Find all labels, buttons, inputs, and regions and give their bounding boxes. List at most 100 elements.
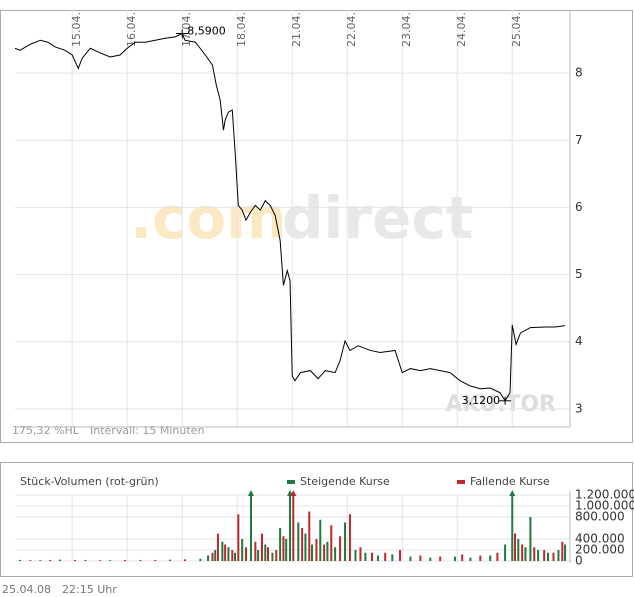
volume-bar: [409, 556, 412, 561]
annotation-label: 8,5900: [187, 25, 226, 38]
volume-bar: [359, 547, 362, 561]
x-tick-label: 17.04.: [180, 12, 193, 47]
footer-date: 25.04.08: [2, 583, 51, 596]
volume-bar: [537, 550, 540, 561]
y-tick-label: 8: [575, 66, 583, 80]
volume-bar: [311, 544, 314, 561]
watermark-com: .com: [130, 184, 287, 252]
volume-bar: [211, 552, 214, 561]
volume-bar: [521, 544, 524, 561]
volume-bars: [18, 494, 567, 561]
volume-bar: [399, 550, 402, 561]
volume-bar: [139, 559, 142, 561]
x-tick-label: 16.04.: [125, 12, 138, 47]
volume-bar: [231, 550, 234, 561]
y-tick-label: 4: [575, 334, 583, 348]
y-tick-label: 400.000: [575, 532, 625, 546]
y-tick-label: 7: [575, 133, 583, 147]
volume-bar: [254, 541, 257, 561]
volume-bar: [109, 560, 112, 561]
overflow-arrow: [509, 490, 516, 496]
volume-bar: [304, 533, 307, 561]
volume-bar: [561, 541, 564, 561]
volume-bar: [39, 560, 42, 561]
volume-bar: [344, 522, 347, 561]
volume-bar: [529, 517, 532, 561]
legend-swatch: [287, 480, 295, 484]
annotation-label: 3,1200: [462, 394, 501, 407]
volume-bar: [391, 554, 394, 561]
symbol-watermark: AKU.TOR: [445, 392, 556, 417]
volume-bar: [214, 550, 217, 561]
volume-bar: [245, 547, 248, 561]
volume-bar: [249, 494, 252, 561]
volume-bar: [292, 494, 295, 561]
volume-bar: [384, 552, 387, 561]
volume-bar: [227, 547, 230, 561]
volume-bar: [285, 539, 288, 561]
volume-bar: [199, 558, 202, 561]
volume-bar: [546, 552, 549, 561]
interval-note: Intervall: 15 Minuten: [90, 424, 204, 437]
volume-bar: [289, 494, 292, 561]
overflow-arrow: [290, 490, 297, 496]
x-tick-label: 22.04.: [345, 12, 358, 47]
legend-label: Steigende Kurse: [300, 475, 390, 488]
volume-bar: [271, 552, 274, 561]
volume-bar: [564, 544, 567, 561]
x-tick-label: 25.04.: [510, 12, 523, 47]
legend-label: Fallende Kurse: [470, 475, 550, 488]
volume-bar: [511, 494, 514, 561]
volume-bar: [517, 539, 520, 561]
volume-bar: [419, 555, 422, 561]
volume-bar: [18, 559, 21, 561]
volume-bar: [326, 541, 329, 561]
volume-bar: [297, 522, 300, 561]
volume-bar: [260, 533, 263, 561]
volume-bar: [479, 555, 482, 561]
x-tick-label: 21.04.: [290, 12, 303, 47]
volume-bar: [429, 557, 432, 561]
volume-bar: [282, 536, 285, 561]
volume-bar: [308, 511, 311, 561]
volume-bar: [513, 533, 516, 561]
volume-bar: [207, 555, 210, 561]
volume-bar: [543, 550, 546, 561]
volume-bar: [234, 552, 237, 561]
volume-bar: [154, 559, 157, 561]
x-tick-label: 23.04.: [400, 12, 413, 47]
volume-bar: [216, 533, 219, 561]
volume-bar: [301, 528, 304, 561]
y-tick-label: 1.000.000: [575, 499, 634, 513]
volume-bar: [279, 528, 282, 561]
volume-bar: [461, 554, 464, 561]
volume-bar: [330, 525, 333, 561]
volume-bar: [348, 514, 351, 561]
volume-bar: [364, 552, 367, 561]
volume-bar: [73, 559, 76, 561]
volume-bar: [124, 559, 127, 561]
volume-bar: [224, 544, 227, 561]
volume-bar: [469, 557, 472, 561]
volume-bar: [99, 560, 102, 561]
volume-bar: [454, 556, 457, 561]
volume-bar: [552, 552, 555, 561]
volume-bar: [504, 544, 507, 561]
volume-bar: [59, 559, 62, 561]
price-panel: [0, 10, 633, 443]
x-tick-label: 24.04.: [455, 12, 468, 47]
volume-bar: [323, 544, 326, 561]
volume-bar: [275, 550, 278, 561]
volume-bar: [334, 547, 337, 561]
volume-bar: [183, 559, 186, 561]
footer-time: 22:15 Uhr: [62, 583, 117, 596]
volume-bar: [49, 559, 52, 561]
volume-bar: [241, 539, 244, 561]
volume-bar: [339, 536, 342, 561]
legend-swatch: [457, 480, 465, 484]
volume-bar: [237, 514, 240, 561]
volume-bar: [354, 550, 357, 561]
volume-bar: [169, 559, 172, 561]
y-tick-label: 800.000: [575, 510, 625, 524]
